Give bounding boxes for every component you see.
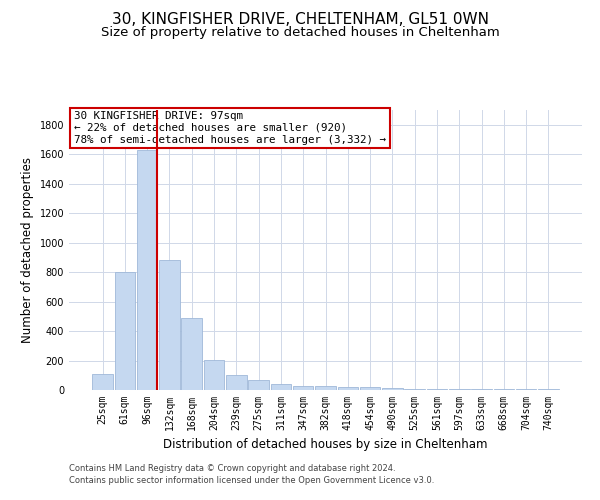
Y-axis label: Number of detached properties: Number of detached properties	[21, 157, 34, 343]
Bar	[360, 387, 380, 390]
Bar	[92, 374, 113, 390]
Bar	[382, 388, 403, 390]
Bar	[181, 318, 202, 390]
Text: Size of property relative to detached houses in Cheltenham: Size of property relative to detached ho…	[101, 26, 499, 39]
Bar	[315, 386, 336, 390]
Text: 30 KINGFISHER DRIVE: 97sqm
← 22% of detached houses are smaller (920)
78% of sem: 30 KINGFISHER DRIVE: 97sqm ← 22% of deta…	[74, 112, 386, 144]
Bar	[115, 272, 135, 390]
Bar	[271, 384, 291, 390]
Text: Contains HM Land Registry data © Crown copyright and database right 2024.: Contains HM Land Registry data © Crown c…	[69, 464, 395, 473]
Bar	[159, 260, 180, 390]
Bar	[293, 386, 313, 390]
Bar	[338, 387, 358, 390]
Bar	[226, 376, 247, 390]
Text: 30, KINGFISHER DRIVE, CHELTENHAM, GL51 0WN: 30, KINGFISHER DRIVE, CHELTENHAM, GL51 0…	[112, 12, 488, 28]
Bar	[404, 388, 425, 390]
Bar	[248, 380, 269, 390]
Bar	[137, 150, 157, 390]
Text: Contains public sector information licensed under the Open Government Licence v3: Contains public sector information licen…	[69, 476, 434, 485]
X-axis label: Distribution of detached houses by size in Cheltenham: Distribution of detached houses by size …	[163, 438, 488, 452]
Bar	[204, 360, 224, 390]
